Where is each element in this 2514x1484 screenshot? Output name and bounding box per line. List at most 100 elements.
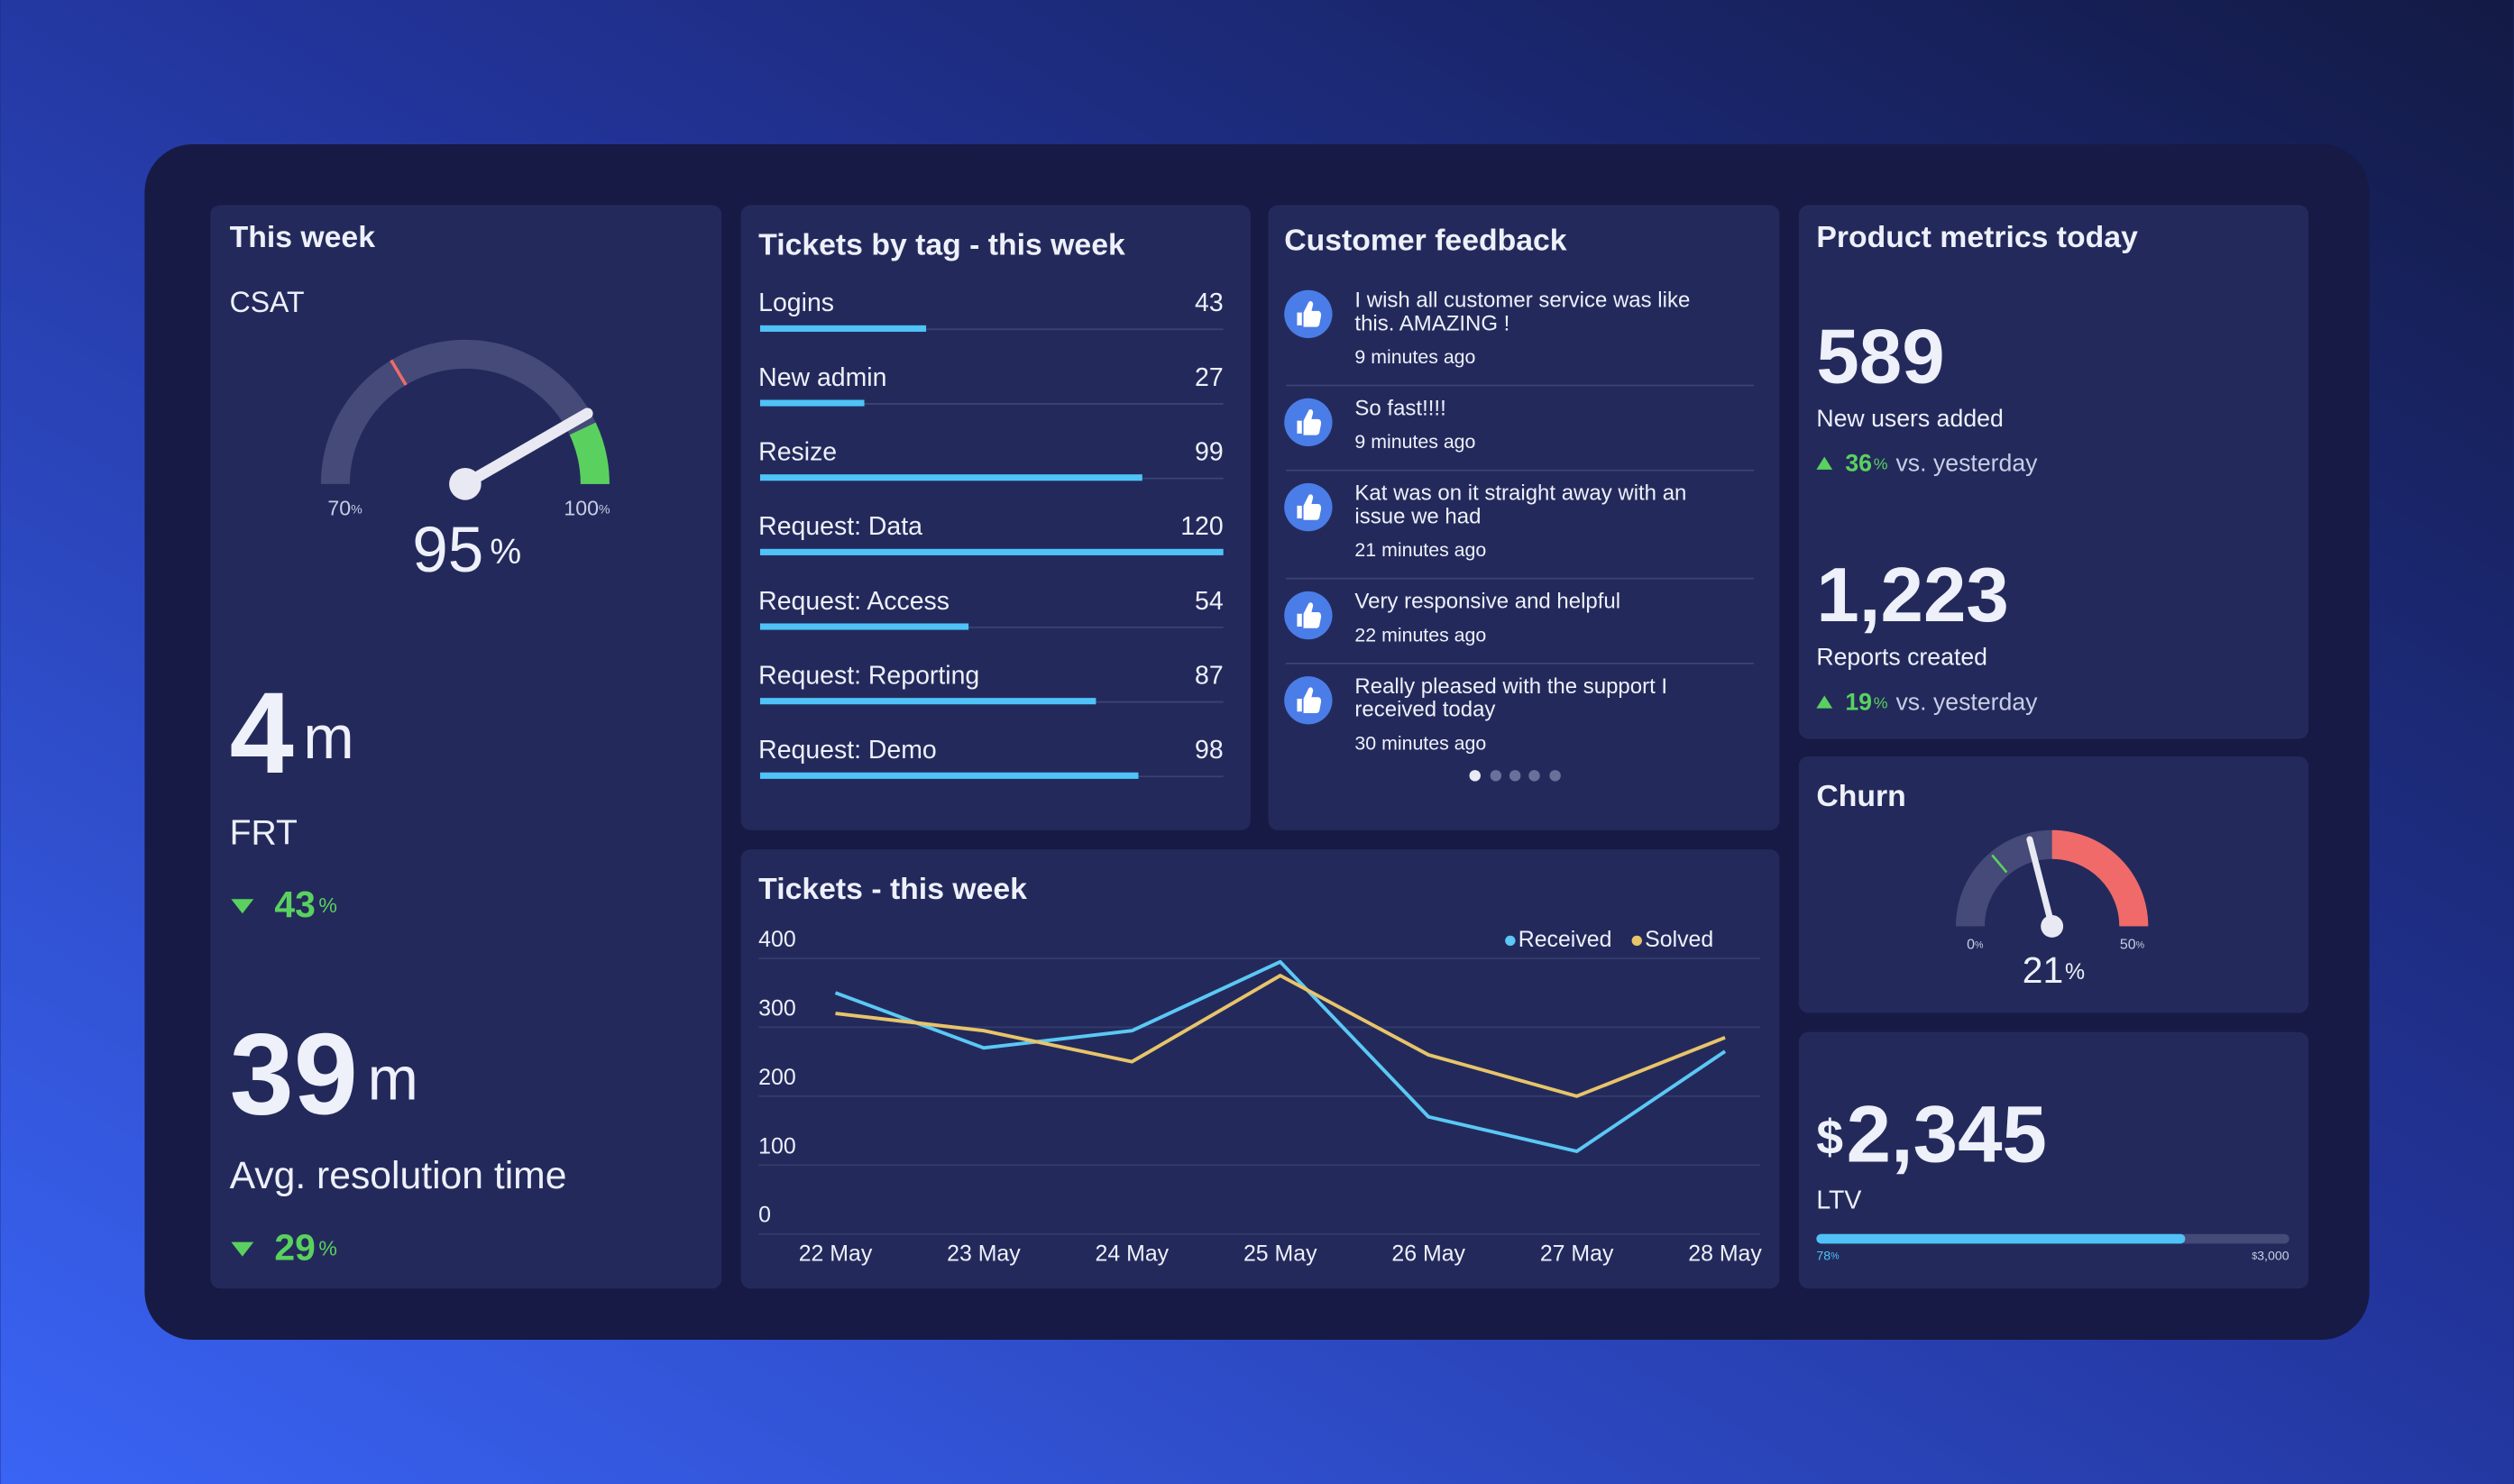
feedback-time: 21 minutes ago [1354, 539, 1486, 561]
chart-title: Tickets - this week [758, 872, 1027, 906]
dot[interactable] [1490, 770, 1502, 782]
panel-title: Product metrics today [1816, 220, 2138, 254]
legend-label: Received [1518, 927, 1612, 952]
y-tick-label: 400 [758, 927, 796, 952]
text-part: % [1874, 693, 1888, 711]
thumb-glyph [1297, 687, 1322, 714]
tag-bar [759, 623, 969, 630]
dot[interactable] [1528, 770, 1540, 782]
text-part: % [318, 893, 337, 917]
text-part: % [351, 502, 362, 517]
y-tick-label: 200 [758, 1065, 796, 1090]
feedback-text: issue we had [1354, 504, 1481, 528]
text-part: % [599, 502, 610, 517]
feedback-text: I wish all customer service was like [1354, 289, 1690, 313]
tag-bar [759, 772, 1139, 779]
text-part: % [490, 533, 521, 572]
text-part: 4 [230, 669, 294, 798]
tag-label: New admin [758, 363, 886, 392]
text-part: 3,000 [2257, 1249, 2289, 1263]
metric-change: 29% [274, 1226, 337, 1268]
gauge-max-label: 100% [564, 496, 610, 519]
dot[interactable] [1469, 770, 1481, 782]
dot[interactable] [1549, 770, 1561, 782]
tag-value: 27 [1195, 363, 1224, 392]
feedback-text: Very responsive and helpful [1354, 590, 1620, 614]
text-part: % [318, 1237, 337, 1260]
gauge-min-label: 70% [327, 496, 362, 519]
tag-value: 99 [1195, 438, 1224, 467]
gauge-track [320, 339, 610, 484]
thumb-glyph [1297, 301, 1322, 327]
legend-label: Solved [1645, 927, 1713, 952]
panel-title: Tickets by tag - this week [758, 228, 1125, 262]
change-arrow [231, 1241, 254, 1257]
tag-value: 98 [1195, 736, 1224, 765]
tag-label: Logins [758, 289, 834, 317]
x-tick-label: 23 May [947, 1241, 1021, 1266]
tag-label: Request: Reporting [758, 662, 979, 691]
y-tick-label: 0 [758, 1203, 771, 1228]
metric-value: 1,223 [1816, 553, 2008, 638]
x-tick-label: 22 May [799, 1241, 873, 1266]
x-tick-label: 25 May [1243, 1241, 1317, 1266]
x-tick-label: 24 May [1096, 1241, 1170, 1266]
text-part: 19 [1845, 688, 1872, 715]
feedback-time: 9 minutes ago [1354, 431, 1475, 453]
text-part: % [2136, 940, 2145, 951]
gauge-needle [2026, 836, 2056, 930]
tag-label: Resize [758, 438, 837, 467]
change-arrow [1816, 456, 1833, 470]
text-part: vs. yesterday [1895, 450, 2038, 477]
text-part: 43 [274, 884, 315, 925]
metric-change: 43% [274, 884, 337, 925]
panel-feedback [1268, 205, 1780, 830]
panel-tickets-chart [740, 849, 1780, 1289]
gauge-needle [459, 408, 593, 490]
pagination-dots[interactable] [1469, 770, 1561, 782]
thumb-glyph [1297, 602, 1322, 628]
gauge-zone [569, 422, 610, 485]
text-part: % [2065, 959, 2085, 985]
change-arrow [231, 899, 254, 914]
panel-title: This week [230, 220, 376, 254]
panel-tickets-by-tag [740, 205, 1251, 830]
y-tick-label: 300 [758, 995, 796, 1021]
series-line [835, 974, 1726, 1098]
text-part: 100 [564, 496, 599, 519]
ltv-value: $2,345 [1816, 1090, 2047, 1179]
legend-swatch [1505, 935, 1516, 947]
tag-bar [759, 399, 865, 407]
tag-value: 43 [1195, 289, 1224, 317]
thumb-glyph [1297, 409, 1322, 435]
tag-bar [759, 698, 1096, 705]
thumb-glyph [1297, 494, 1322, 520]
text-part: 50 [2120, 938, 2136, 953]
gauge-marker [1991, 854, 2008, 874]
text-part: 21 [2023, 949, 2063, 991]
text-part: $ [1816, 1112, 1843, 1165]
tag-label: Request: Demo [758, 736, 937, 765]
text-part: 95 [412, 515, 483, 586]
x-tick-label: 27 May [1540, 1241, 1614, 1266]
tag-bar [759, 474, 1142, 481]
text-part: $ [2252, 1250, 2257, 1261]
tag-label: Request: Access [758, 587, 950, 616]
text-part: 36 [1845, 450, 1872, 477]
metric-value: 589 [1816, 314, 1944, 399]
metric-label: New users added [1816, 405, 2003, 432]
metric-value: 39 m [230, 1010, 418, 1139]
metric-change: 36% vs. yesterday [1845, 450, 2038, 477]
metric-label: LTV [1816, 1186, 1861, 1215]
text-part: 0 [1967, 938, 1975, 953]
progress-bar [1816, 1233, 2186, 1244]
metric-label: CSAT [230, 286, 305, 318]
churn-value: 21% [2023, 949, 2085, 991]
feedback-text: received today [1354, 698, 1495, 722]
text-part: 70 [327, 496, 351, 519]
series-line [834, 959, 1727, 1153]
text-part: m [368, 1045, 418, 1113]
dot[interactable] [1509, 770, 1521, 782]
